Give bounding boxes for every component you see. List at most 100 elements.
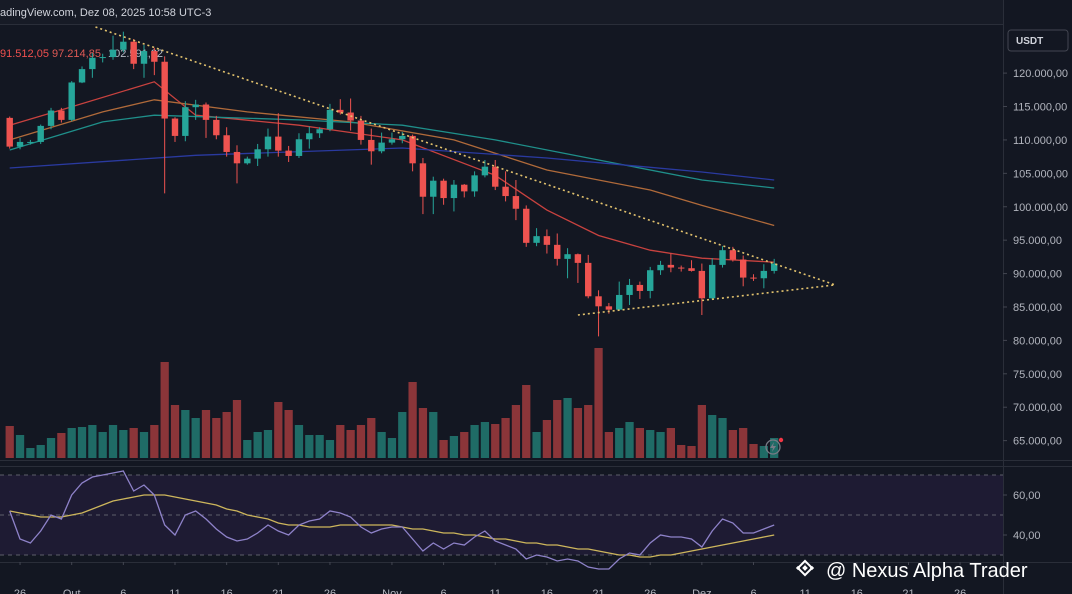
plot: 91.512,0597.214,85102.591,3265.000,0070.… [0,26,1068,594]
candle-body [316,129,323,134]
candle-body [430,180,437,197]
volume-bar [232,400,242,458]
candle-body [450,184,458,199]
candle-body [419,163,427,197]
y-tick-label: 65.000,00 [1013,436,1062,448]
currency-label: USDT [1016,36,1043,47]
rsi-tick-label: 60,00 [1013,490,1041,502]
candle-body [171,118,179,136]
candle-body [99,57,106,59]
y-tick-label: 110.000,00 [1013,135,1067,147]
x-tick-label: 21 [272,588,284,594]
x-tick-label: 16 [851,588,863,594]
y-tick-label: 100.000,00 [1013,202,1068,214]
volume-bar [170,405,180,458]
candle-body [326,109,334,130]
candle-body [182,107,189,136]
candle-body [729,250,737,260]
x-tick-label: 26 [14,588,26,594]
candle-body [213,119,220,136]
volume-bar [274,402,283,458]
volume-bar [439,440,448,458]
volume-bar [253,432,262,458]
y-tick-label: 115.000,00 [1013,102,1067,114]
candle-body [78,69,86,83]
volume-bar [201,410,211,458]
volume-bar [480,422,490,458]
candle-body [254,149,261,159]
volume-bar [532,432,541,458]
candle-body [192,104,199,108]
candle-body [585,262,592,297]
x-tick-label: 11 [169,588,180,594]
candle-body [285,150,292,156]
watermark-icon [795,559,815,577]
candle-body [109,49,117,58]
volume-bar [635,428,645,458]
candle-body [140,51,148,64]
candle-body [750,277,757,279]
trendline [577,284,836,316]
volume-bar [5,426,14,458]
replay-icon[interactable] [765,437,784,455]
y-tick-label: 90.000,00 [1013,269,1062,281]
moving-average [9,99,775,227]
volume-bar [243,440,252,458]
candle-body [523,208,530,243]
volume-bar [325,440,335,458]
candle-body [512,196,520,209]
volume-bar [367,418,376,458]
candle-body [68,82,75,120]
volume-bar [77,427,87,458]
volume-bar [222,412,231,458]
y-tick-label: 70.000,00 [1013,402,1062,414]
volume-bar [749,444,758,458]
candle-body [626,284,633,295]
candle-body [337,109,344,113]
volume-bar [615,428,624,458]
y-tick-label: 75.000,00 [1013,369,1062,381]
volume-bar [398,412,407,458]
candle-body [481,166,489,176]
volume-bar [542,420,552,458]
volume-bar [67,428,76,458]
volume-bar [150,425,159,458]
volume-bar [98,432,107,458]
legend-value: 91.512,05 [0,48,49,60]
candle-body [388,139,396,143]
candle-body [6,117,13,147]
x-tick-label: 16 [221,588,233,594]
candle-body [47,110,55,126]
volume-bar [387,438,397,458]
currency-box[interactable] [1007,29,1069,52]
volume-bar [346,430,355,458]
y-tick-label: 120.000,00 [1013,68,1068,80]
volume-bar [677,445,686,458]
volume-bar [553,400,562,458]
volume-bar [336,425,345,458]
volume-bar [666,428,676,458]
volume-bar [594,348,603,458]
candle-body [677,267,685,269]
x-tick-label: 16 [541,588,553,594]
header-bar [0,0,1003,24]
moving-average [9,114,775,189]
candle-body [440,180,447,199]
candle-body [151,51,158,62]
candle-body [202,104,210,120]
candle-body [502,186,509,197]
volume-bar [718,418,727,458]
volume-bar [687,446,696,458]
x-tick-label: Dez [692,588,712,594]
volume-bar [656,432,665,458]
volume-bar [160,362,169,458]
x-tick-label: Out [63,588,81,594]
candle-body [409,135,416,164]
candle-body [233,151,241,164]
volume-bar [522,385,531,458]
candle-body [399,135,406,140]
candle-body [130,41,137,64]
volume-bar [563,398,572,458]
candle-body [471,175,478,192]
volume-bar [181,410,190,458]
